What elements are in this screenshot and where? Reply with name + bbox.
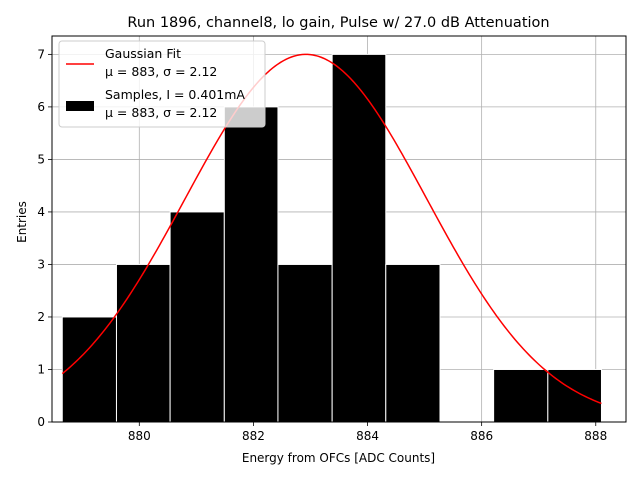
histogram-bar xyxy=(547,368,602,423)
chart-title: Run 1896, channel8, lo gain, Pulse w/ 27… xyxy=(127,15,549,31)
y-tick-label: 3 xyxy=(37,257,45,271)
legend-samples-stats: μ = 883, σ = 2.12 xyxy=(105,105,217,120)
x-tick-label: 888 xyxy=(584,429,607,443)
histogram-bar xyxy=(169,211,225,423)
x-axis-label: Energy from OFCs [ADC Counts] xyxy=(242,451,435,465)
y-axis-label: Entries xyxy=(15,201,29,243)
histogram-bars xyxy=(61,53,602,423)
gaussian-fit-line xyxy=(61,53,602,405)
fit-curve-group xyxy=(61,53,602,405)
y-tick-label: 4 xyxy=(37,205,45,219)
histogram-bar xyxy=(385,263,441,423)
histogram-bar xyxy=(493,368,549,423)
histogram-bar xyxy=(61,316,117,423)
legend: Gaussian Fit μ = 883, σ = 2.12 Samples, … xyxy=(58,40,266,128)
y-tick-label: 6 xyxy=(37,100,45,114)
y-tick-label: 7 xyxy=(37,47,45,61)
legend-samples-label: Samples, I = 0.401mA xyxy=(105,87,245,102)
y-tick-label: 2 xyxy=(37,310,45,324)
x-tick-label: 880 xyxy=(128,429,151,443)
x-tick-label: 882 xyxy=(242,429,265,443)
x-tick-label: 884 xyxy=(356,429,379,443)
legend-box xyxy=(58,40,266,128)
histogram-bar xyxy=(223,106,279,423)
histogram-bar xyxy=(115,263,171,423)
histogram-bar xyxy=(331,53,387,423)
axis-ticks: 880 882 884 886 888 0 1 2 3 4 5 6 7 xyxy=(37,47,607,443)
legend-fit-label: Gaussian Fit xyxy=(105,46,181,61)
y-tick-label: 0 xyxy=(37,415,45,429)
legend-fit-stats: μ = 883, σ = 2.12 xyxy=(105,64,217,79)
y-tick-label: 5 xyxy=(37,152,45,166)
legend-samples-swatch xyxy=(66,101,94,111)
x-tick-label: 886 xyxy=(470,429,493,443)
y-tick-label: 1 xyxy=(37,362,45,376)
histogram-bar xyxy=(277,263,333,423)
plot-frame xyxy=(51,35,627,423)
